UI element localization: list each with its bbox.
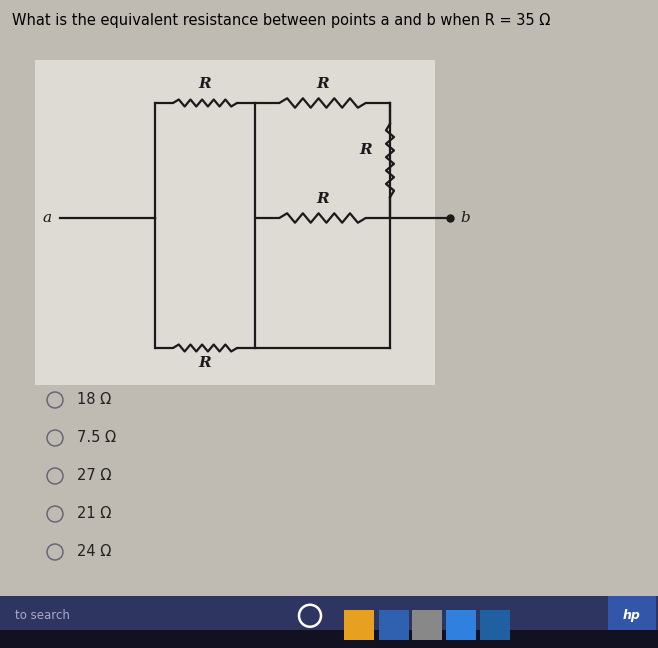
Text: 21 Ω: 21 Ω	[77, 507, 111, 522]
FancyBboxPatch shape	[379, 610, 409, 640]
Text: R: R	[199, 77, 211, 91]
Text: 7.5 Ω: 7.5 Ω	[77, 430, 116, 446]
Text: 27 Ω: 27 Ω	[77, 469, 111, 483]
Text: a: a	[43, 211, 52, 225]
FancyBboxPatch shape	[480, 610, 510, 640]
FancyBboxPatch shape	[0, 630, 658, 648]
FancyBboxPatch shape	[608, 596, 656, 630]
FancyBboxPatch shape	[0, 596, 658, 648]
Text: 18 Ω: 18 Ω	[77, 393, 111, 408]
Text: R: R	[359, 143, 372, 157]
FancyBboxPatch shape	[344, 610, 374, 640]
Text: hp: hp	[623, 609, 641, 622]
Text: R: R	[316, 77, 329, 91]
Text: R: R	[199, 356, 211, 370]
FancyBboxPatch shape	[412, 610, 442, 640]
FancyBboxPatch shape	[446, 610, 476, 640]
Text: b: b	[460, 211, 470, 225]
FancyBboxPatch shape	[35, 60, 435, 385]
Text: What is the equivalent resistance between points a and b when R = 35 Ω: What is the equivalent resistance betwee…	[12, 13, 550, 28]
Text: R: R	[316, 192, 329, 206]
Text: to search: to search	[15, 609, 70, 622]
Text: 24 Ω: 24 Ω	[77, 544, 111, 559]
